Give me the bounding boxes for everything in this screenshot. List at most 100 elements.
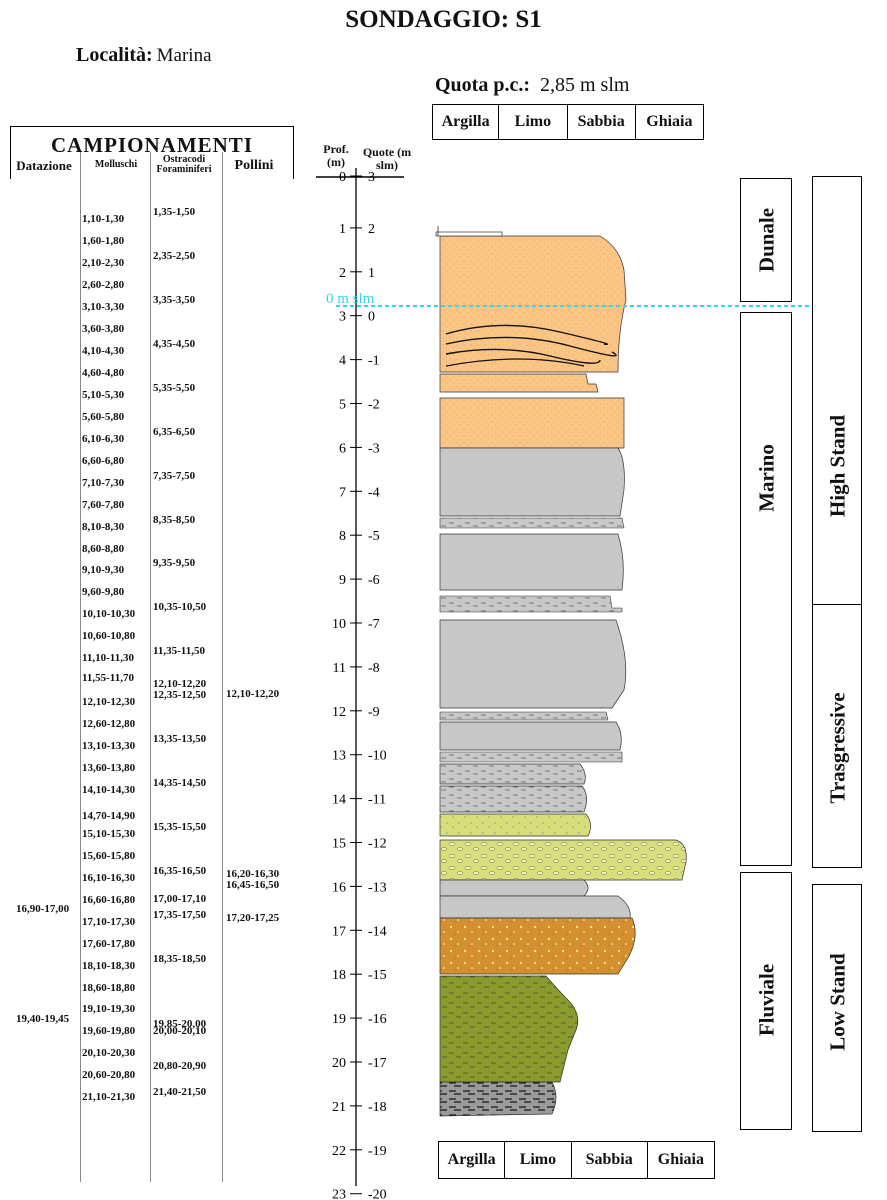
tract-trasgressive-box xyxy=(812,604,862,868)
quote-tick-label: 0 xyxy=(368,310,375,325)
sample-ostracodi: 3,35-3,50 xyxy=(153,294,196,307)
sample-pollini: 17,20-17,25 xyxy=(226,912,280,925)
sample-ostracodi: 10,35-10,50 xyxy=(153,601,207,614)
sample-ostracodi: 6,35-6,50 xyxy=(153,425,196,438)
stratum-gravel xyxy=(439,839,687,881)
quote-tick-label: -2 xyxy=(368,398,380,413)
quote-tick-label: -9 xyxy=(368,705,380,720)
quote-tick-label: -14 xyxy=(368,924,387,939)
sample-molluschi: 11,10-11,30 xyxy=(82,652,134,665)
sample-ostracodi: 2,35-2,50 xyxy=(153,250,196,263)
quote-tick-label: -10 xyxy=(368,749,387,764)
sample-molluschi: 18,10-18,30 xyxy=(82,959,136,972)
sample-molluschi: 8,60-8,80 xyxy=(82,542,125,555)
sample-molluschi: 5,60-5,80 xyxy=(82,410,125,423)
sample-ostracodi: 8,35-8,50 xyxy=(153,513,196,526)
stratum-sand-lower xyxy=(439,397,625,449)
column-divider xyxy=(222,152,223,1182)
prof-tick-label: 13 xyxy=(332,749,346,764)
quote-tick-label: -11 xyxy=(368,793,386,808)
sample-molluschi: 5,10-5,30 xyxy=(82,388,125,401)
sample-molluschi: 20,10-20,30 xyxy=(82,1047,136,1060)
stratum-sand xyxy=(439,235,627,373)
quota-pc: Quota p.c.: 2,85 m slm xyxy=(435,74,629,97)
sample-molluschi: 6,60-6,80 xyxy=(82,454,125,467)
env-fluviale-box xyxy=(740,872,792,1130)
locality-value: Marina xyxy=(156,45,212,66)
prof-tick-label: 1 xyxy=(339,222,346,237)
axis-ticks: 0 31 22 13 04 -15 -26 -37 -48 -59 -610 -711 -812 -913… xyxy=(332,170,387,1200)
sample-datazione: 19,40-19,45 xyxy=(16,1012,70,1025)
sample-molluschi: 21,10-21,30 xyxy=(82,1091,136,1104)
sample-molluschi: 6,10-6,30 xyxy=(82,432,125,445)
prof-tick-label: 21 xyxy=(332,1100,346,1115)
tract-highstand-label: High Stand xyxy=(825,414,850,518)
sample-ostracodi: 5,35-5,50 xyxy=(153,381,196,394)
stratum-olive-silt xyxy=(439,975,579,1083)
sample-molluschi: 2,10-2,30 xyxy=(82,257,125,270)
prof-tick-label: 14 xyxy=(332,793,346,808)
sample-molluschi: 15,60-15,80 xyxy=(82,849,136,862)
sample-pollini: 12,10-12,20 xyxy=(226,688,280,701)
quote-tick-label: -1 xyxy=(368,354,380,369)
sample-molluschi: 17,10-17,30 xyxy=(82,915,136,928)
grain-scale-top: Argilla Limo Sabbia Ghiaia xyxy=(432,104,704,140)
sample-molluschi: 11,55-11,70 xyxy=(82,672,134,685)
tract-lowstand-label: Low Stand xyxy=(825,953,850,1051)
page-title: SONDAGGIO: S1 xyxy=(345,6,542,33)
lamination xyxy=(445,336,617,357)
prof-tick-label: 19 xyxy=(332,1012,346,1027)
quote-tick-label: -5 xyxy=(368,529,380,544)
quote-tick-label: -4 xyxy=(368,485,380,500)
sample-molluschi: 10,10-10,30 xyxy=(82,608,136,621)
sample-molluschi: 2,60-2,80 xyxy=(82,279,125,292)
sample-ostracodi: 20,80-20,90 xyxy=(153,1060,207,1073)
sample-molluschi: 3,60-3,80 xyxy=(82,323,125,336)
locality-label: Località: xyxy=(76,44,153,66)
quote-tick-label: 2 xyxy=(368,222,375,237)
env-marino-label: Marino xyxy=(754,444,779,512)
sample-ostracodi: 20,00-20,10 xyxy=(153,1025,207,1037)
col-datazione: Datazione xyxy=(16,158,72,173)
sample-ostracodi: 15,35-15,50 xyxy=(153,820,207,833)
prof-tick-label: 22 xyxy=(332,1144,346,1159)
lamination xyxy=(445,348,601,364)
env-fluviale-label: Fluviale xyxy=(754,963,779,1037)
sample-molluschi: 10,60-10,80 xyxy=(82,630,136,643)
prof-tick-label: 12 xyxy=(332,705,346,720)
quote-tick-label: -20 xyxy=(368,1188,387,1200)
sample-molluschi: 13,10-13,30 xyxy=(82,740,136,753)
tract-highstand-box xyxy=(812,176,862,606)
grain-argilla: Argilla xyxy=(439,1142,506,1178)
grain-argilla: Argilla xyxy=(433,105,500,139)
sample-ostracodi: 4,35-4,50 xyxy=(153,337,196,350)
depth-axis xyxy=(316,168,404,1186)
stratum-grey-thin-1 xyxy=(439,517,625,529)
prof-tick-label: 17 xyxy=(332,924,346,939)
stratum-grey-1 xyxy=(439,447,625,517)
tract-trasgressive-label: Trasgressive xyxy=(825,692,850,804)
stratum-grey-thin-3 xyxy=(439,711,609,721)
prof-axis-label: Prof. (m) xyxy=(323,142,349,169)
sample-molluschi: 16,60-16,80 xyxy=(82,893,136,906)
prof-tick-label: 16 xyxy=(332,880,346,895)
stratum-silt-1 xyxy=(439,763,586,785)
stratum-grey-thin-2 xyxy=(439,595,623,613)
prof-tick-label: 18 xyxy=(332,968,346,983)
sample-molluschi: 15,10-15,30 xyxy=(82,827,136,840)
sample-datazione: 16,90-17,00 xyxy=(16,902,70,915)
grain-sabbia: Sabbia xyxy=(568,105,636,139)
sample-molluschi: 9,10-9,30 xyxy=(82,564,125,577)
prof-tick-label: 3 xyxy=(339,310,346,325)
stratum-yellow-sand xyxy=(439,813,591,837)
grain-sabbia: Sabbia xyxy=(572,1142,648,1178)
prof-tick-label: 11 xyxy=(333,661,346,676)
sample-pollini: 16,45-16,50 xyxy=(226,879,280,892)
locality: Località: Marina xyxy=(76,44,212,67)
sample-ostracodi: 21,40-21,50 xyxy=(153,1086,207,1099)
prof-tick-label: 0 xyxy=(339,170,346,185)
prof-tick-label: 9 xyxy=(339,573,346,588)
stratum-sand-laminated xyxy=(439,373,599,393)
quote-tick-label: -17 xyxy=(368,1056,387,1071)
